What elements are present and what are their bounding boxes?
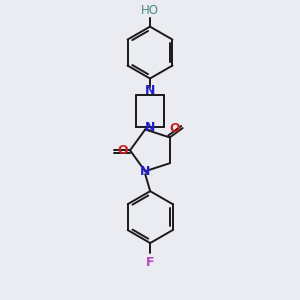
Text: N: N: [145, 121, 155, 134]
Text: O: O: [117, 144, 128, 157]
Text: F: F: [146, 256, 154, 269]
Text: O: O: [169, 122, 180, 135]
Text: HO: HO: [141, 4, 159, 16]
Text: N: N: [140, 165, 150, 178]
Text: N: N: [145, 84, 155, 97]
